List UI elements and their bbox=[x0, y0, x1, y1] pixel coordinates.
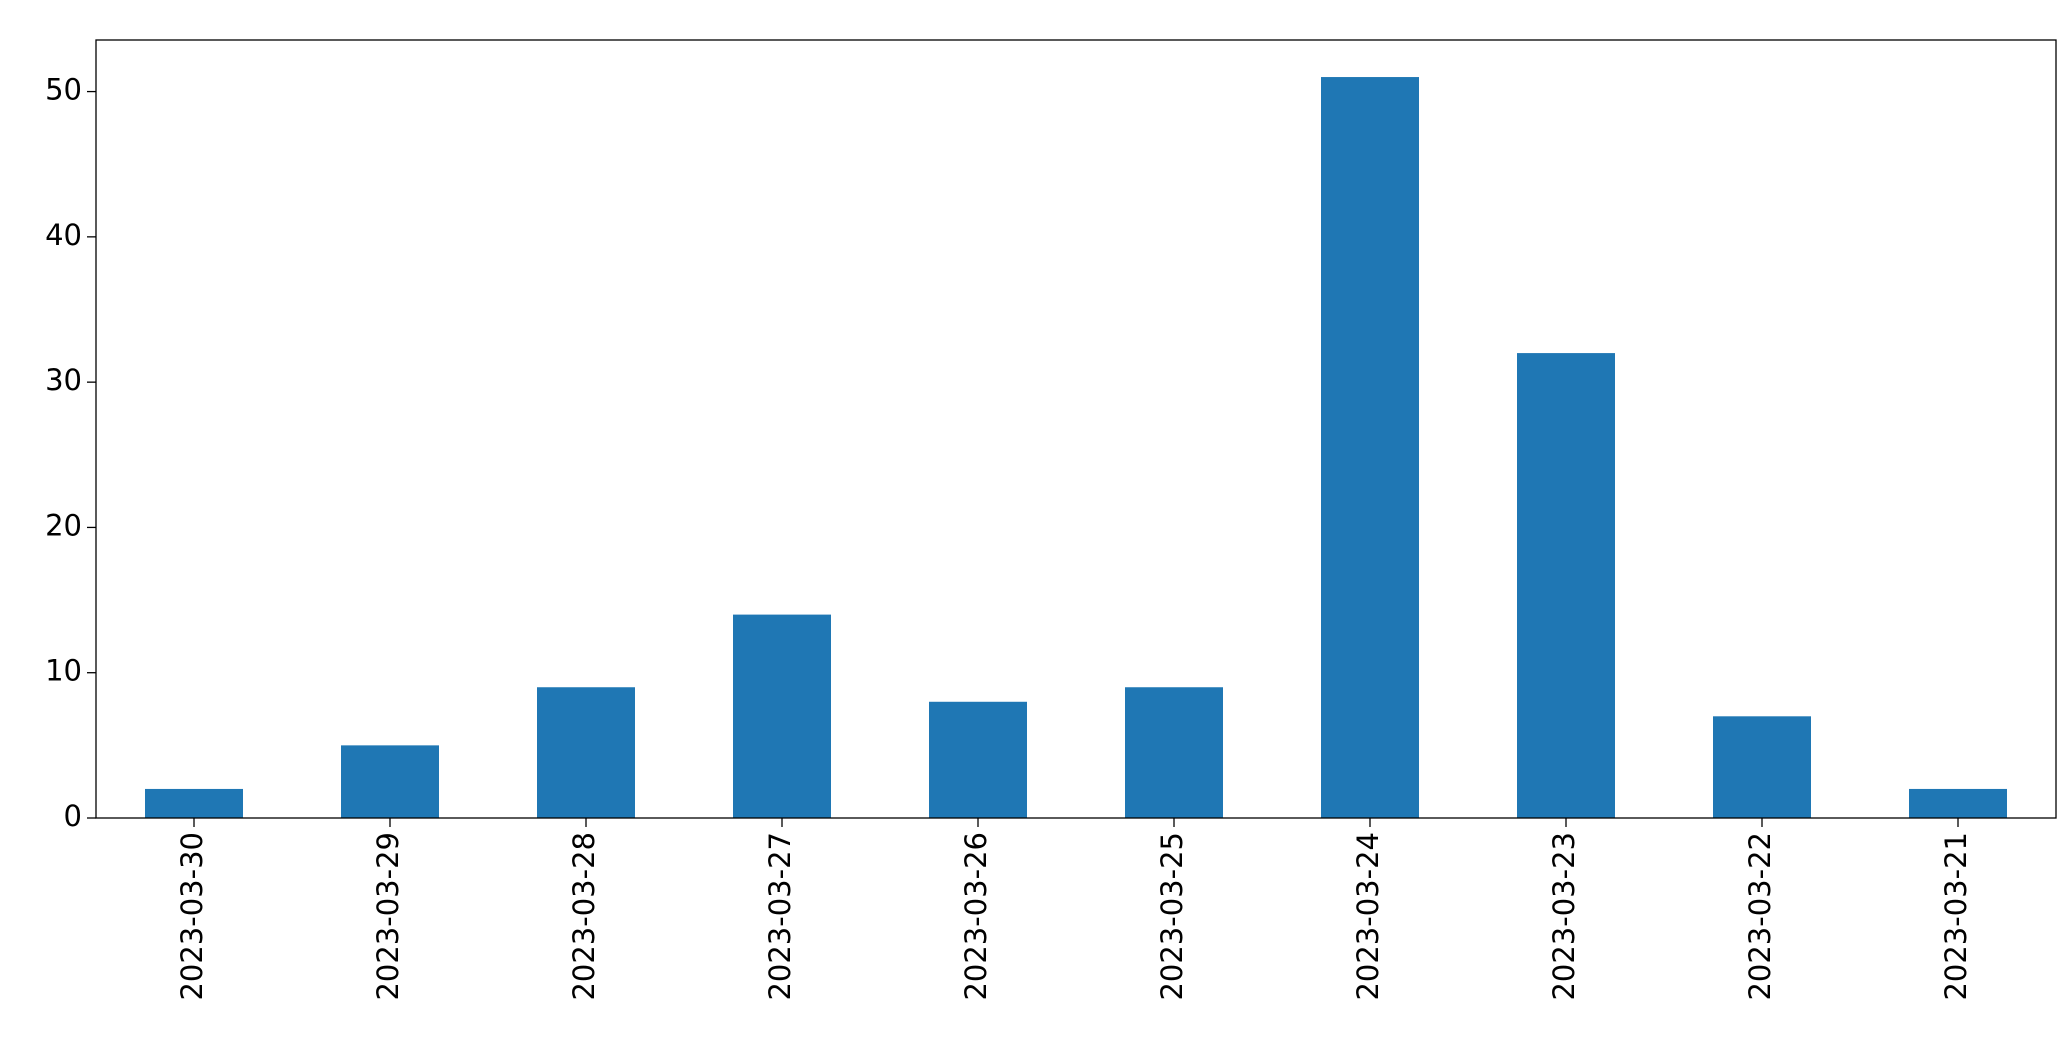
bar bbox=[537, 687, 635, 818]
y-tick-label: 10 bbox=[45, 654, 82, 688]
bar bbox=[1909, 788, 2007, 818]
x-tick-label: 2023-03-27 bbox=[763, 832, 797, 1001]
bar bbox=[929, 701, 1027, 818]
x-tick-label: 2023-03-22 bbox=[1743, 832, 1777, 1001]
bar bbox=[1517, 353, 1615, 818]
bar bbox=[1125, 687, 1223, 818]
x-tick-label: 2023-03-30 bbox=[175, 832, 209, 1001]
bar bbox=[145, 788, 243, 818]
x-tick-label: 2023-03-25 bbox=[1155, 832, 1189, 1001]
x-tick-label: 2023-03-24 bbox=[1351, 832, 1385, 1001]
x-tick-label: 2023-03-21 bbox=[1939, 832, 1973, 1001]
y-tick-label: 40 bbox=[45, 218, 82, 252]
bar bbox=[733, 614, 831, 818]
bar bbox=[1713, 716, 1811, 818]
x-tick-label: 2023-03-28 bbox=[567, 832, 601, 1001]
bar bbox=[1321, 77, 1419, 819]
x-tick-label: 2023-03-29 bbox=[371, 832, 405, 1001]
x-tick-label: 2023-03-26 bbox=[959, 832, 993, 1001]
x-tick-label: 2023-03-23 bbox=[1547, 832, 1581, 1001]
axes-frame bbox=[95, 39, 2057, 819]
y-tick-label: 50 bbox=[45, 73, 82, 107]
y-tick-label: 20 bbox=[45, 508, 82, 542]
y-tick-label: 0 bbox=[64, 799, 82, 833]
y-tick-label: 30 bbox=[45, 363, 82, 397]
bar bbox=[341, 745, 439, 818]
